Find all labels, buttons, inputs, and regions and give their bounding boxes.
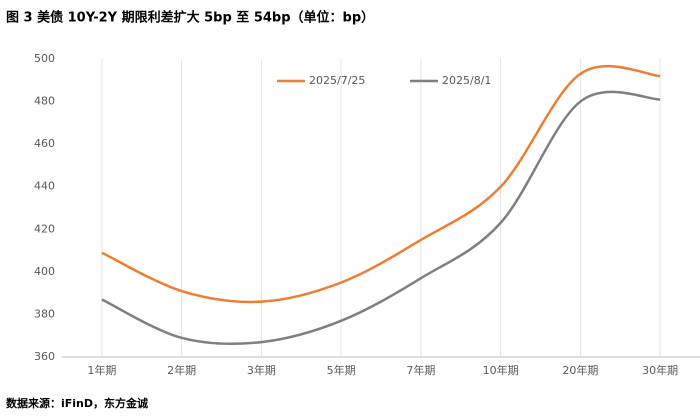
- line-series: [101, 90, 661, 346]
- y-tick-label: 480: [34, 95, 55, 108]
- y-tick-label: 380: [34, 307, 55, 320]
- x-tick-label: 7年期: [406, 363, 435, 377]
- x-tick-label: 3年期: [247, 363, 276, 377]
- chart-title: 图 3 美债 10Y-2Y 期限利差扩大 5bp 至 54bp（单位：bp）: [6, 10, 374, 26]
- x-tick-label: 10年期: [483, 363, 519, 377]
- x-tick-label: 30年期: [642, 363, 678, 377]
- y-tick-label: 360: [34, 350, 55, 363]
- y-tick-label: 420: [34, 222, 55, 235]
- y-tick-label: 500: [34, 52, 55, 65]
- source-note: 数据来源：iFinD，东方金诚: [6, 396, 148, 410]
- y-tick-label: 400: [34, 265, 55, 278]
- legend-label: 2025/7/25: [309, 74, 365, 87]
- x-tick-label: 1年期: [87, 363, 116, 377]
- x-tick-label: 20年期: [562, 363, 598, 377]
- legend-label: 2025/8/1: [442, 74, 491, 87]
- y-tick-label: 460: [34, 137, 55, 150]
- y-tick-label: 440: [34, 180, 55, 193]
- x-tick-label: 5年期: [327, 363, 356, 377]
- x-tick-label: 2年期: [167, 363, 196, 377]
- line-series: [101, 64, 661, 304]
